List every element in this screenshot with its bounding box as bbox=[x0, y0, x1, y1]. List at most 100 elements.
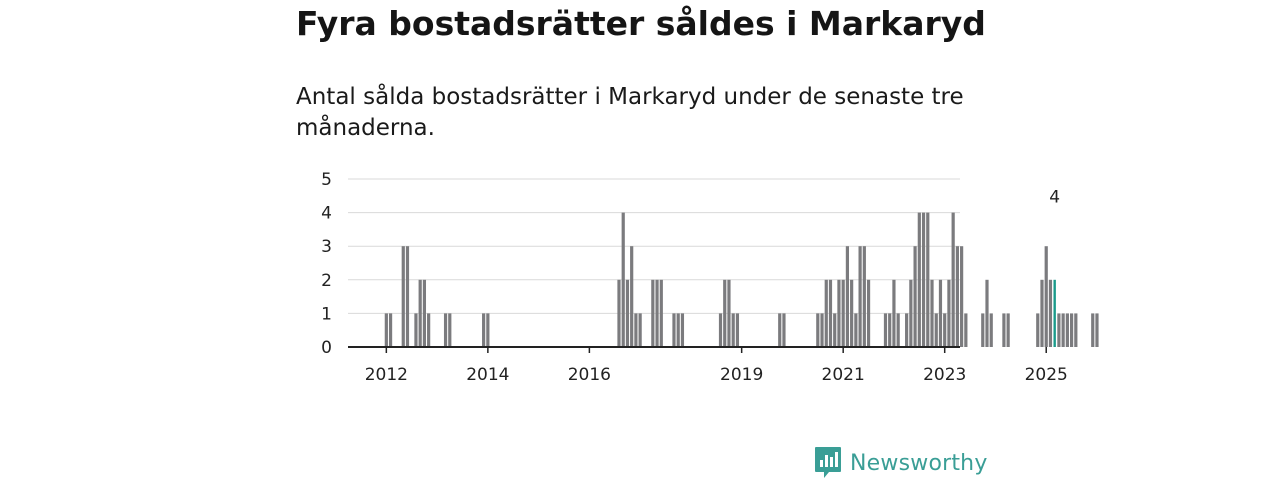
bar bbox=[735, 313, 740, 347]
bars bbox=[384, 212, 1099, 347]
y-axis-labels: 0 1 2 3 4 5 bbox=[321, 170, 332, 358]
bar bbox=[828, 279, 833, 347]
bar bbox=[989, 313, 993, 347]
bar bbox=[862, 246, 866, 347]
bar bbox=[427, 313, 431, 347]
bar bbox=[418, 279, 422, 347]
y-tick-label: 1 bbox=[321, 304, 332, 324]
bar bbox=[866, 279, 871, 347]
bar bbox=[824, 279, 828, 347]
bar bbox=[384, 313, 388, 347]
bar bbox=[892, 279, 896, 347]
bar bbox=[486, 313, 490, 347]
x-axis bbox=[348, 346, 1047, 353]
bar bbox=[401, 246, 405, 347]
bar bbox=[833, 313, 837, 347]
x-tick-label: 2023 bbox=[923, 365, 966, 385]
bar-chart: 0 1 2 3 4 5 2012 2014 2016 2019 2021 2023 2025 4 bbox=[321, 170, 1099, 385]
bar bbox=[680, 313, 685, 347]
bar bbox=[921, 212, 926, 347]
bar bbox=[1036, 313, 1040, 347]
bar bbox=[947, 279, 951, 347]
newsworthy-logo: Newsworthy bbox=[814, 446, 988, 480]
bar bbox=[934, 313, 938, 347]
y-tick-label: 0 bbox=[321, 338, 332, 358]
bar bbox=[1040, 279, 1044, 347]
bar bbox=[854, 313, 858, 347]
x-tick-label: 2012 bbox=[365, 365, 408, 385]
bar bbox=[964, 313, 968, 347]
bar bbox=[816, 313, 820, 347]
bar bbox=[443, 313, 448, 347]
y-tick-label: 4 bbox=[321, 204, 332, 224]
bar bbox=[837, 279, 841, 347]
highlight-bar bbox=[1053, 279, 1056, 347]
x-tick-label: 2016 bbox=[568, 365, 611, 385]
bar bbox=[676, 313, 680, 347]
bar bbox=[625, 279, 630, 347]
chart-subtitle: Antal sålda bostadsrätter i Markaryd und… bbox=[296, 84, 964, 141]
bar bbox=[723, 279, 727, 347]
bar bbox=[651, 279, 655, 347]
annotations: 4 bbox=[1049, 188, 1060, 208]
bar bbox=[913, 246, 917, 347]
bar bbox=[621, 212, 625, 347]
bar bbox=[1095, 313, 1099, 347]
bar bbox=[634, 313, 638, 347]
bar bbox=[731, 313, 735, 347]
bar bbox=[858, 246, 862, 347]
bar bbox=[888, 313, 892, 347]
bar bbox=[659, 279, 663, 347]
bar bbox=[820, 313, 824, 347]
bar bbox=[951, 212, 955, 347]
bar bbox=[1006, 313, 1010, 347]
bar bbox=[1044, 246, 1048, 347]
bar bbox=[638, 313, 642, 347]
bar bbox=[845, 246, 850, 347]
y-tick-label: 5 bbox=[321, 170, 332, 190]
bar bbox=[960, 246, 964, 347]
bar bbox=[917, 212, 921, 347]
bar bbox=[727, 279, 731, 347]
bar bbox=[955, 246, 959, 347]
bar bbox=[938, 279, 943, 347]
bar bbox=[850, 279, 854, 347]
y-tick-label: 2 bbox=[321, 271, 332, 291]
bar bbox=[896, 313, 900, 347]
bar bbox=[930, 279, 934, 347]
bar bbox=[782, 313, 786, 347]
bar bbox=[1074, 313, 1078, 347]
bar bbox=[943, 313, 947, 347]
bar bbox=[883, 313, 888, 347]
bar bbox=[1048, 279, 1053, 347]
x-tick-label: 2025 bbox=[1025, 365, 1068, 385]
bar bbox=[1002, 313, 1006, 347]
x-tick-label: 2021 bbox=[822, 365, 865, 385]
bar bbox=[985, 279, 989, 347]
bar bbox=[422, 279, 427, 347]
y-tick-label: 3 bbox=[321, 237, 332, 257]
bar bbox=[617, 279, 621, 347]
bar bbox=[388, 313, 393, 347]
bar bbox=[909, 279, 913, 347]
bar bbox=[926, 212, 930, 347]
bar bbox=[1061, 313, 1065, 347]
bar bbox=[482, 313, 486, 347]
x-tick-label: 2019 bbox=[720, 365, 763, 385]
newsworthy-bar-chart-logo-icon bbox=[815, 447, 841, 478]
highlight-value-label: 4 bbox=[1049, 188, 1060, 208]
x-axis-labels: 2012 2014 2016 2019 2021 2023 2025 bbox=[365, 365, 1068, 385]
bar bbox=[405, 246, 410, 347]
bar bbox=[718, 313, 723, 347]
bar bbox=[1091, 313, 1095, 347]
bar bbox=[672, 313, 676, 347]
bar bbox=[1057, 313, 1061, 347]
bar bbox=[448, 313, 452, 347]
chart-title: Fyra bostadsrätter såldes i Markaryd bbox=[296, 4, 986, 43]
bar bbox=[778, 313, 782, 347]
bar bbox=[905, 313, 909, 347]
bar bbox=[1070, 313, 1074, 347]
gridlines bbox=[348, 178, 960, 314]
x-tick-label: 2014 bbox=[466, 365, 509, 385]
bar bbox=[655, 279, 659, 347]
